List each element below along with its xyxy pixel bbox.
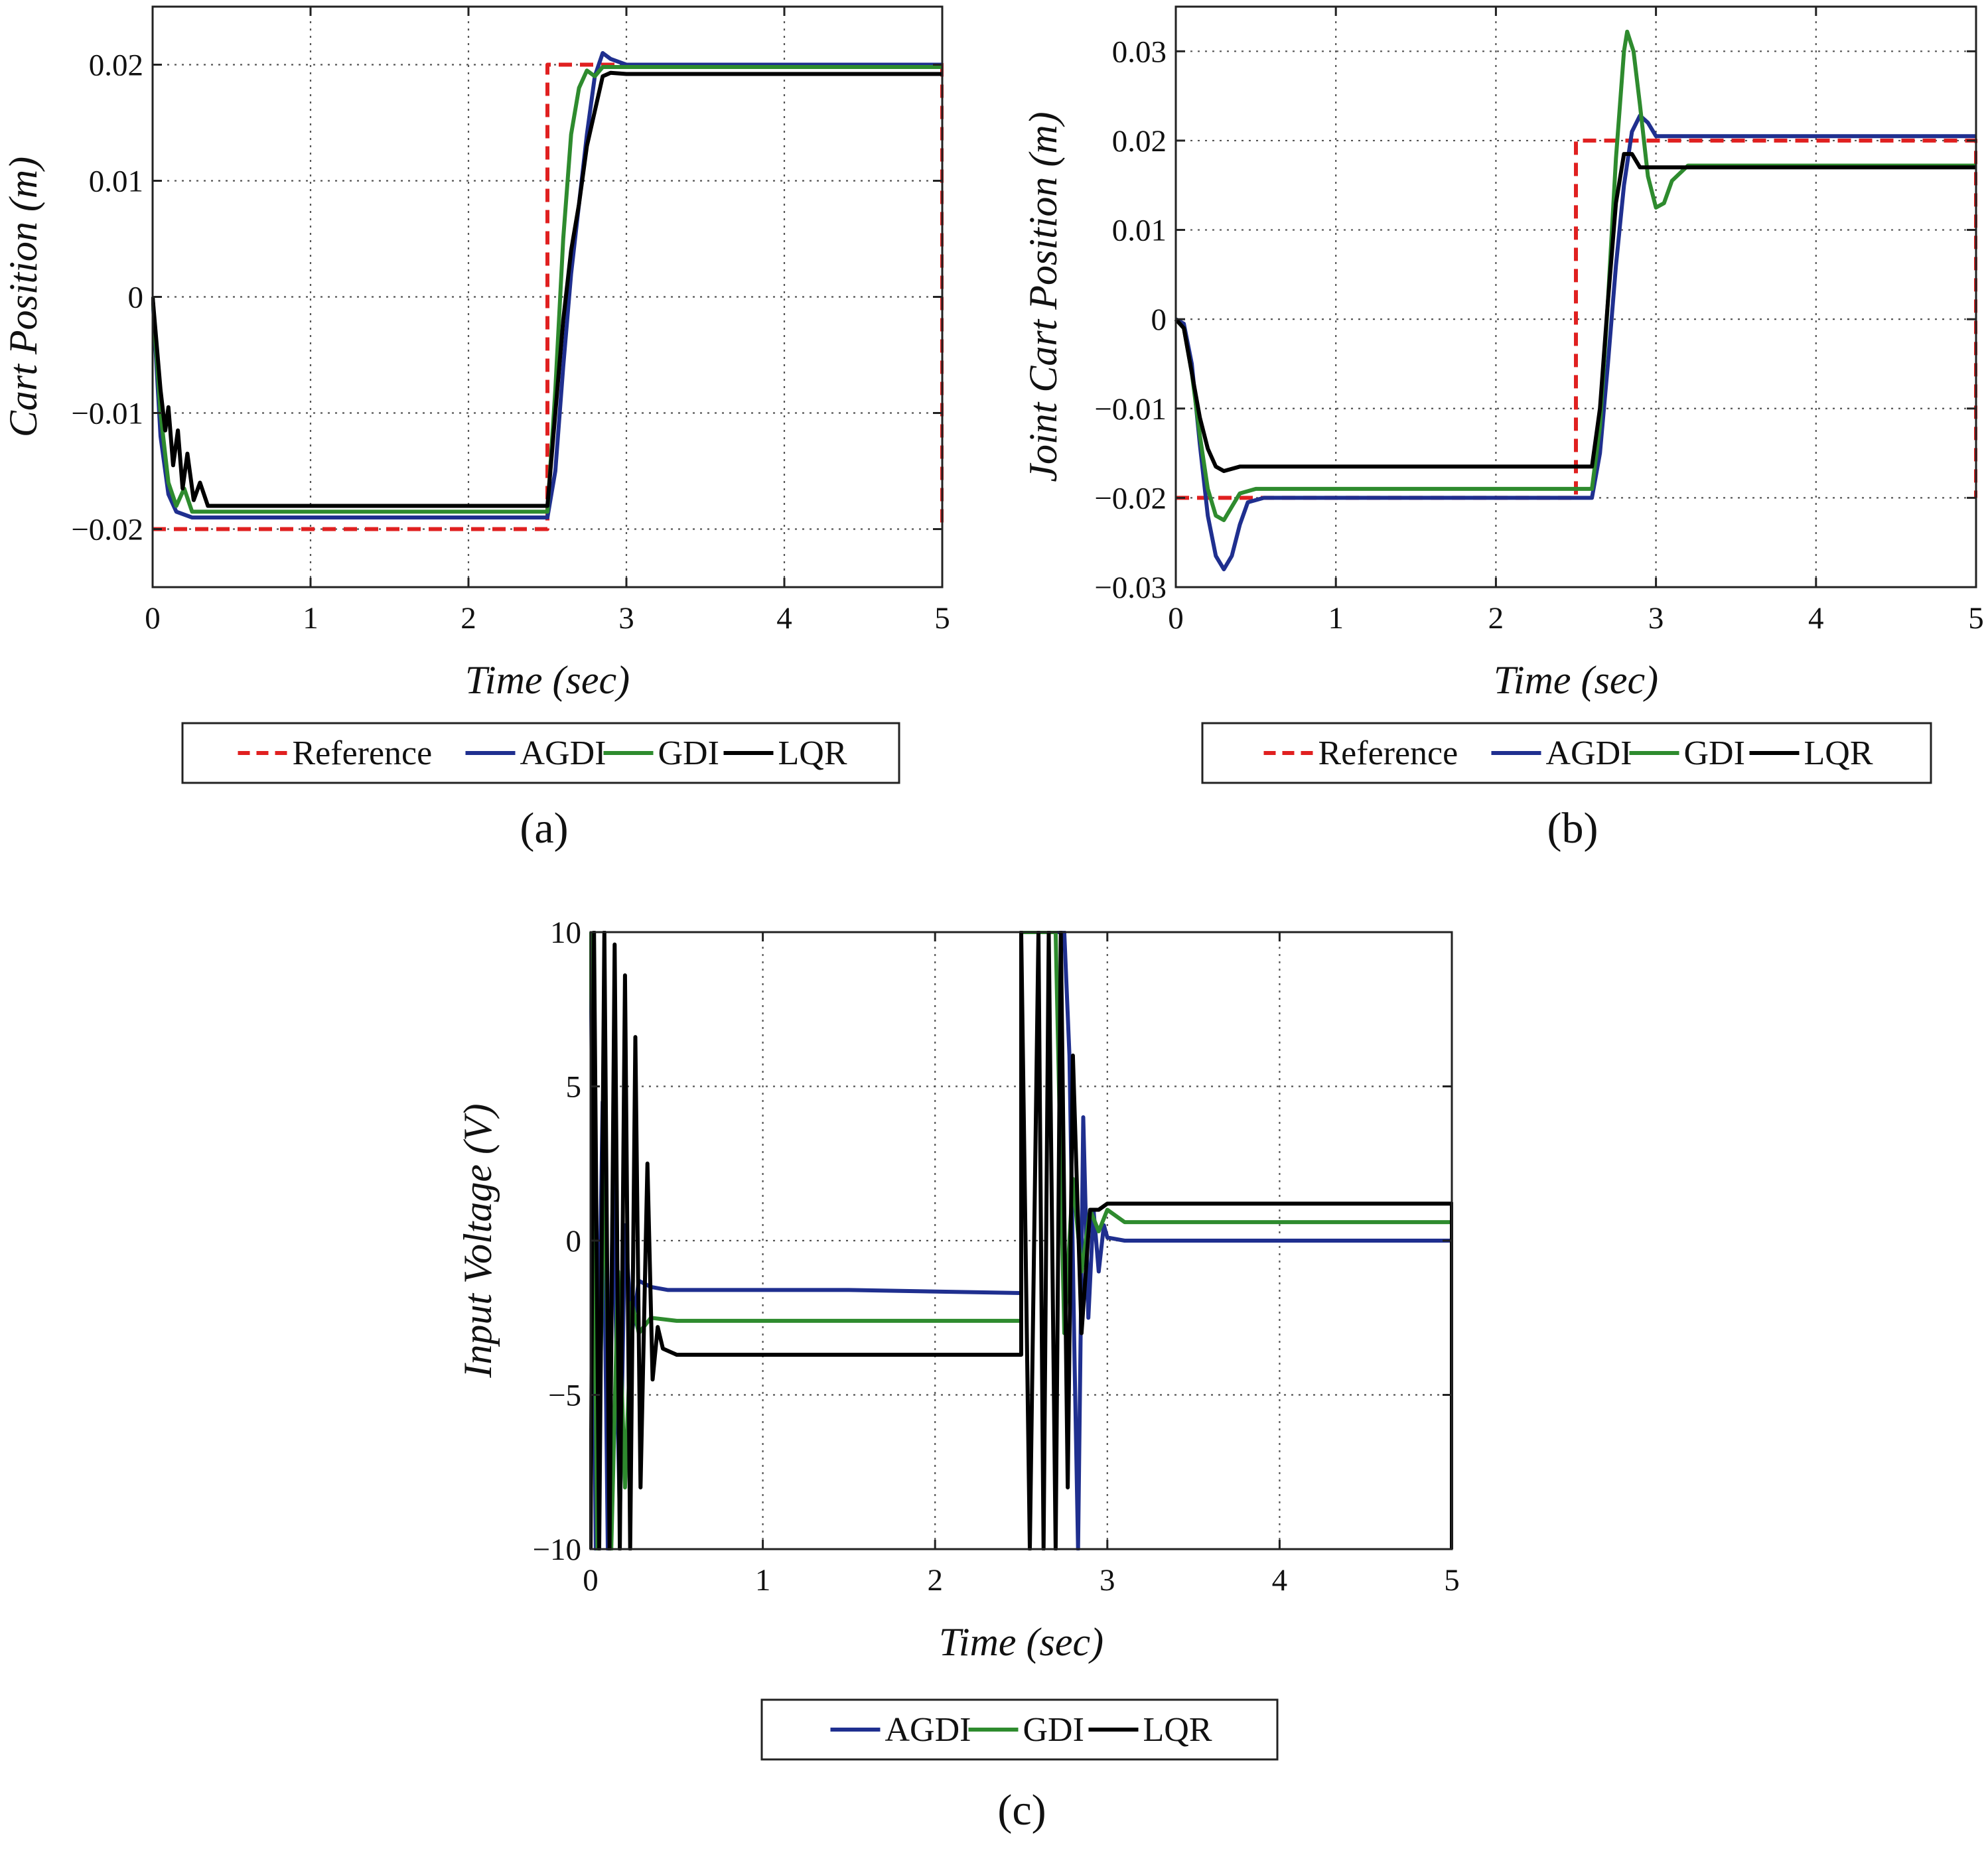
legend-label-gdi: GDI xyxy=(658,734,719,772)
legend: Reference AGDI GDI LQR xyxy=(1201,722,1932,784)
legend-label-gdi: GDI xyxy=(1684,734,1745,772)
legend-label-gdi: GDI xyxy=(1023,1711,1084,1749)
y-tick-label: −0.01 xyxy=(1094,392,1167,427)
panel-label: (a) xyxy=(520,804,568,853)
y-tick-label: 0 xyxy=(566,1224,582,1259)
x-tick-label: 3 xyxy=(618,601,634,636)
legend-box xyxy=(1201,722,1932,784)
y-tick-label: 10 xyxy=(550,916,581,950)
y-tick-label: −0.02 xyxy=(1094,481,1167,515)
plot-frame xyxy=(1174,5,1977,588)
x-tick-label: 5 xyxy=(1968,601,1984,636)
x-tick-label: 1 xyxy=(1328,601,1344,636)
chart-b: 0 1 2 3 4 5 −0.03 −0.02 −0.01 0 0.01 0.02 0.03 Time (… xyxy=(1021,5,1984,784)
series-line-agdi xyxy=(1174,113,1976,572)
x-tick-label: 5 xyxy=(934,601,950,636)
y-tick-label: 0.02 xyxy=(1112,124,1167,159)
x-axis-title: Time (sec) xyxy=(1494,658,1658,702)
x-tick-label: 0 xyxy=(1168,601,1184,636)
y-tick-label: 0.01 xyxy=(1112,214,1167,248)
legend-label-lqr: LQR xyxy=(1804,734,1873,772)
x-tick-label: 2 xyxy=(927,1563,943,1598)
y-tick-label: −0.01 xyxy=(71,397,143,431)
x-tick-label: 4 xyxy=(1808,601,1824,636)
chart-c: 0 1 2 3 4 5 −10 −5 0 5 10 Time (sec) Input Voltage (… xyxy=(456,916,1460,1761)
series-line-lqr xyxy=(589,931,1453,1550)
x-tick-label: 4 xyxy=(776,601,792,636)
y-tick-label: 0 xyxy=(128,281,144,315)
legend-label-reference: Reference xyxy=(1318,734,1458,772)
x-tick-label: 4 xyxy=(1272,1563,1288,1598)
legend-label-agdi: AGDI xyxy=(1546,734,1632,772)
y-tick-label: −10 xyxy=(532,1533,581,1567)
x-tick-label: 5 xyxy=(1444,1563,1460,1598)
x-tick-label: 2 xyxy=(461,601,476,636)
legend-box xyxy=(181,722,900,784)
y-axis-title: Input Voltage (V) xyxy=(456,1103,500,1378)
y-axis-title: Cart Position (m) xyxy=(1,157,45,437)
panel-label: (c) xyxy=(997,1786,1046,1834)
x-tick-label: 3 xyxy=(1100,1563,1115,1598)
legend-label-reference: Reference xyxy=(293,734,433,772)
y-tick-label: 0 xyxy=(1151,303,1167,337)
x-axis-title: Time (sec) xyxy=(465,658,630,702)
y-tick-label: −0.03 xyxy=(1094,571,1167,605)
legend: AGDI GDI LQR xyxy=(760,1698,1279,1761)
y-tick-label: −0.02 xyxy=(71,513,143,547)
series-line-lqr xyxy=(151,70,942,508)
legend-label-agdi: AGDI xyxy=(885,1711,971,1749)
legend-label-lqr: LQR xyxy=(778,734,847,772)
y-tick-label: 0.02 xyxy=(89,48,143,83)
y-tick-label: 0.03 xyxy=(1112,34,1167,69)
y-tick-label: 5 xyxy=(566,1070,582,1105)
x-tick-label: 1 xyxy=(303,601,319,636)
legend-label-lqr: LQR xyxy=(1143,1711,1212,1749)
x-tick-label: 0 xyxy=(145,601,161,636)
y-axis-title: Joint Cart Position (m) xyxy=(1021,111,1065,482)
legend: Reference AGDI GDI LQR xyxy=(181,722,900,784)
y-tick-label: 0.01 xyxy=(89,165,143,199)
series-line-lqr xyxy=(1174,152,1976,473)
x-tick-label: 0 xyxy=(583,1563,599,1598)
panel-label: (b) xyxy=(1547,804,1598,853)
x-tick-label: 2 xyxy=(1488,601,1504,636)
x-tick-label: 3 xyxy=(1648,601,1664,636)
chart-a: 0 1 2 3 4 5 −0.02 −0.01 0 0.01 0.02 Time (sec) Cart … xyxy=(1,5,950,784)
y-tick-label: −5 xyxy=(548,1379,581,1413)
legend-label-agdi: AGDI xyxy=(520,734,606,772)
x-axis-title: Time (sec) xyxy=(939,1620,1103,1664)
x-tick-label: 1 xyxy=(755,1563,771,1598)
series-line-agdi xyxy=(151,51,942,519)
